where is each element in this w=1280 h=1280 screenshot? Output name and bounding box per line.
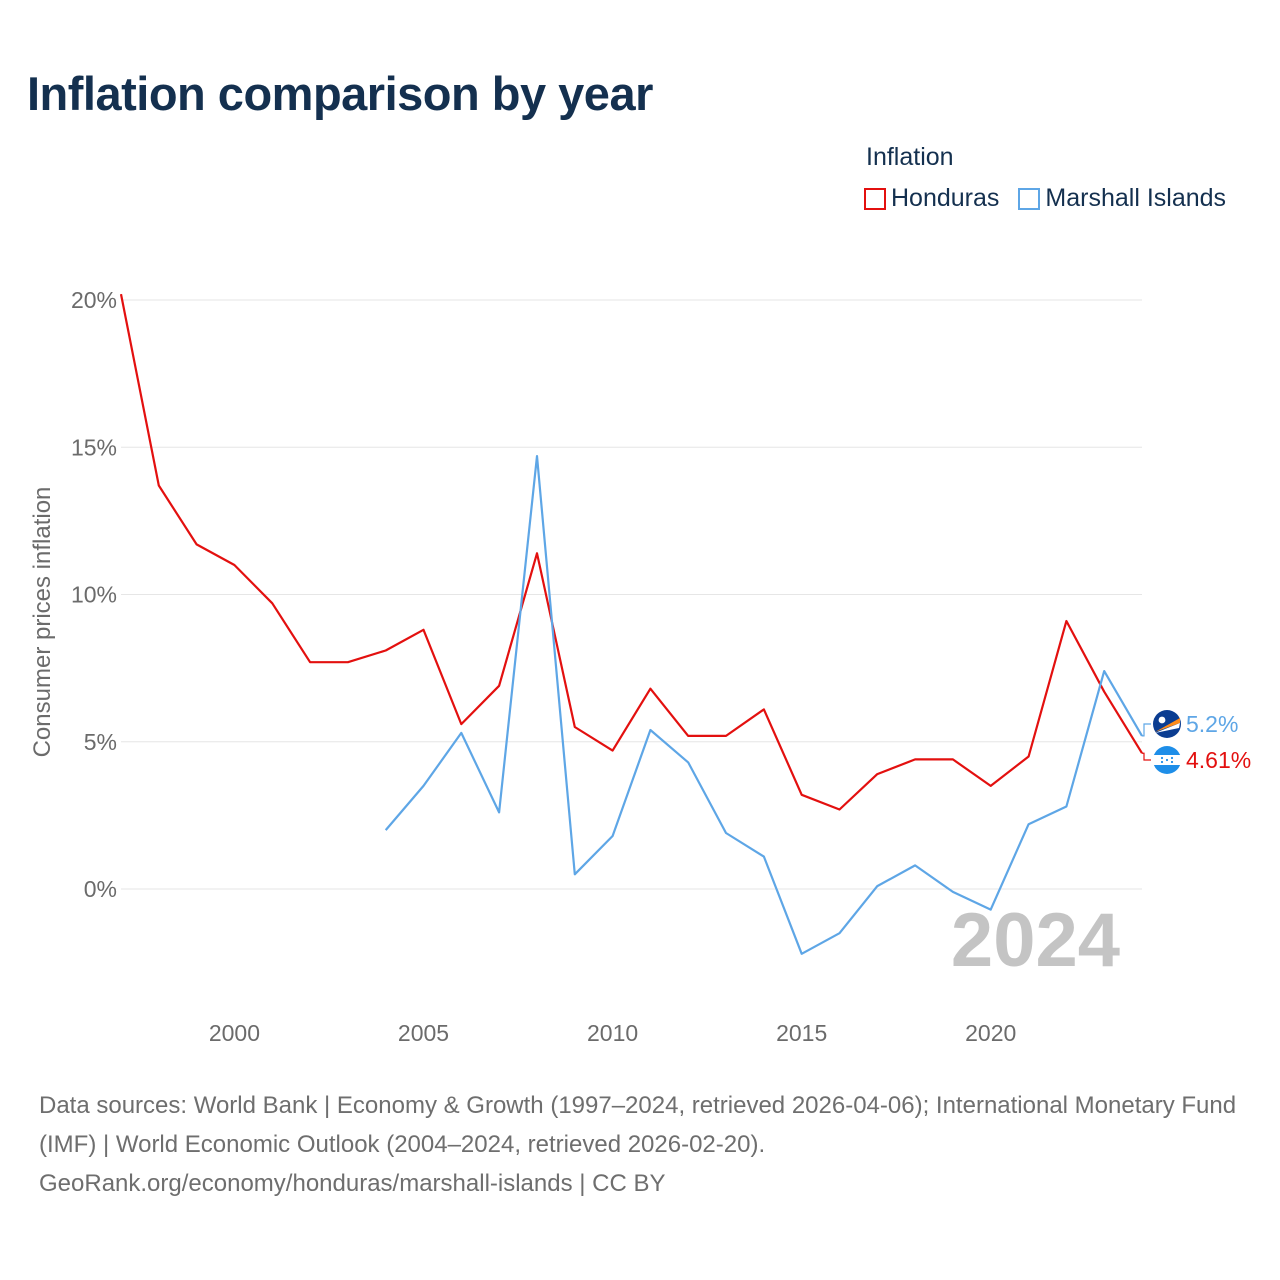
legend-swatch-honduras	[864, 187, 886, 210]
legend-label-honduras: Honduras	[891, 184, 1000, 212]
end-label-honduras: 4.61%	[1186, 747, 1251, 773]
legend: Honduras Marshall Islands	[864, 184, 1245, 213]
source-link[interactable]: GeoRank.org/economy/honduras/marshall-is…	[39, 1170, 666, 1197]
series-line-marshall-islands	[384, 455, 1143, 955]
y-tick-label: 5%	[84, 729, 117, 755]
flag-star	[1160, 760, 1164, 764]
flag-stripe-orange	[1155, 718, 1180, 732]
x-tick-label: 2010	[587, 1020, 638, 1046]
series-lines	[119, 293, 1143, 955]
series-end-labels: 5.2% 4.61%	[1142, 710, 1251, 774]
legend-item-honduras[interactable]: Honduras	[864, 184, 999, 213]
y-tick-label: 15%	[71, 434, 117, 460]
legend-item-marshall-islands[interactable]: Marshall Islands	[1018, 184, 1226, 213]
grid-lines	[121, 299, 1142, 890]
x-tick-label: 2020	[965, 1020, 1016, 1046]
x-tick-label: 2005	[398, 1020, 449, 1046]
legend-swatch-marshall-islands	[1018, 187, 1041, 210]
source-text: Data sources: World Bank | Economy & Gro…	[39, 1092, 1237, 1158]
y-tick-label: 0%	[84, 876, 117, 902]
series-line-honduras	[119, 293, 1143, 811]
end-connector-marshall-islands	[1142, 723, 1151, 737]
y-tick-label: 20%	[71, 287, 117, 313]
y-axis-ticks: 0% 5% 10% 15% 20%	[71, 287, 117, 902]
marshall-islands-flag-icon	[1153, 710, 1181, 738]
x-axis-ticks: 2000 2005 2010 2015 2020	[209, 1020, 1016, 1046]
flag-star	[1165, 758, 1169, 762]
y-tick-label: 10%	[71, 582, 117, 608]
flag-star	[1160, 756, 1164, 760]
source-note: Data sources: World Bank | Economy & Gro…	[39, 1086, 1239, 1203]
current-year-watermark: 2024	[951, 898, 1120, 983]
x-tick-label: 2015	[776, 1020, 827, 1046]
flag-star	[1158, 716, 1166, 724]
page-title: Inflation comparison by year	[27, 67, 653, 120]
honduras-flag-icon	[1153, 746, 1181, 774]
flag-star	[1170, 760, 1174, 764]
end-connector-honduras	[1142, 752, 1151, 761]
flag-star	[1170, 756, 1174, 760]
x-tick-label: 2000	[209, 1020, 260, 1046]
legend-title: Inflation	[866, 143, 954, 171]
flag-stripe-white	[1155, 723, 1180, 733]
legend-label-marshall-islands: Marshall Islands	[1045, 184, 1227, 212]
end-label-marshall-islands: 5.2%	[1186, 711, 1238, 737]
